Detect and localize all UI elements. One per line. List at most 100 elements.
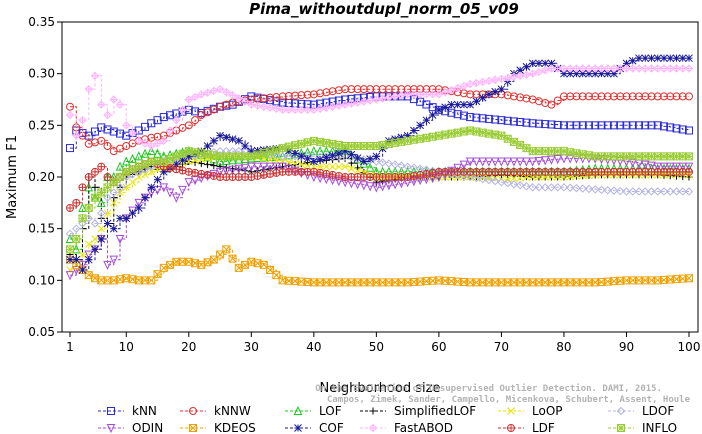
- data-point: [447, 108, 456, 117]
- data-point: [291, 159, 299, 168]
- data-point: [484, 175, 494, 185]
- data-point: [591, 69, 600, 78]
- data-point: [497, 157, 506, 167]
- y-tick-label: 0.05: [28, 325, 55, 339]
- data-point: [78, 250, 87, 259]
- data-point: [184, 178, 194, 188]
- data-point: [191, 107, 200, 116]
- data-point: [528, 69, 537, 78]
- legend-label: LoOP: [532, 404, 563, 418]
- data-point: [178, 149, 187, 158]
- legend-item-kdeos: KDEOS: [180, 421, 256, 434]
- data-point: [503, 91, 512, 100]
- data-point: [335, 162, 343, 171]
- data-point: [685, 126, 693, 135]
- data-point: [84, 84, 93, 94]
- data-point: [447, 166, 456, 176]
- data-point: [209, 169, 219, 180]
- y-tick-label: 0.30: [28, 67, 55, 81]
- data-point: [65, 110, 75, 120]
- data-point: [472, 113, 481, 122]
- data-point: [572, 183, 581, 193]
- data-point: [65, 229, 75, 239]
- data-point: [103, 125, 112, 134]
- data-point: [360, 169, 368, 177]
- data-point: [165, 188, 175, 198]
- data-point: [71, 244, 81, 254]
- data-point: [122, 131, 131, 140]
- legend-label: kNNW: [214, 404, 251, 418]
- data-point: [265, 162, 275, 172]
- data-point: [147, 133, 156, 142]
- data-point: [572, 92, 581, 101]
- data-point: [641, 92, 650, 101]
- data-point: [516, 173, 525, 182]
- data-point: [647, 161, 656, 171]
- data-point: [316, 162, 324, 171]
- data-point: [509, 92, 518, 101]
- x-tick-label: 100: [678, 340, 701, 354]
- data-point: [172, 160, 181, 168]
- legend: kNN kNNW LOF SimplifiedLOF LoOP LDOF ODIN KDEOS…: [98, 404, 677, 434]
- legend-marker: [107, 407, 115, 415]
- data-point: [65, 233, 75, 243]
- data-point: [622, 59, 631, 68]
- data-point: [341, 162, 349, 171]
- legend-item-knnw: kNNW: [180, 404, 251, 418]
- data-point: [228, 254, 237, 263]
- legend-item-odin: ODIN: [98, 421, 163, 434]
- data-point: [584, 92, 593, 101]
- data-point: [309, 157, 318, 166]
- data-point: [484, 76, 494, 86]
- data-point: [240, 163, 250, 173]
- data-point: [178, 185, 187, 196]
- y-tick-label: 0.10: [28, 273, 55, 287]
- y-tick-label: 0.15: [28, 222, 55, 236]
- data-point: [97, 208, 106, 218]
- data-point: [622, 92, 631, 101]
- data-point: [490, 157, 500, 167]
- data-point: [65, 271, 75, 281]
- x-axis-label: Neighborhood size: [320, 381, 441, 396]
- data-point: [540, 183, 550, 192]
- data-point: [253, 150, 262, 159]
- data-point: [72, 198, 81, 207]
- data-point: [672, 167, 681, 176]
- data-point: [146, 145, 156, 156]
- data-point: [284, 152, 294, 161]
- data-point: [372, 85, 381, 94]
- data-point: [172, 115, 181, 125]
- data-point: [547, 155, 556, 165]
- data-point: [366, 155, 374, 163]
- data-point: [384, 181, 394, 191]
- data-point: [66, 204, 75, 212]
- data-point: [403, 162, 412, 171]
- data-point: [478, 114, 487, 123]
- data-point: [616, 92, 625, 101]
- data-point: [622, 187, 631, 196]
- data-point: [647, 92, 656, 101]
- data-point: [115, 161, 125, 171]
- data-point: [210, 162, 218, 170]
- data-point: [190, 92, 200, 102]
- data-point: [253, 101, 262, 110]
- data-point: [609, 92, 618, 101]
- data-point: [478, 157, 487, 167]
- data-point: [134, 204, 143, 212]
- data-point: [628, 121, 637, 130]
- data-point: [309, 145, 319, 156]
- data-point: [447, 129, 456, 138]
- data-point: [553, 167, 562, 176]
- data-point: [147, 141, 156, 151]
- data-point: [72, 224, 81, 233]
- x-tick-label: 80: [556, 340, 571, 354]
- data-point: [316, 155, 324, 164]
- data-point: [204, 161, 212, 169]
- x-tick-label: 20: [181, 340, 196, 354]
- data-point: [197, 90, 206, 99]
- data-point: [159, 167, 168, 176]
- data-point: [284, 146, 293, 155]
- legend-item-cof: COF: [285, 421, 344, 434]
- data-point: [72, 131, 81, 140]
- data-point: [572, 172, 581, 181]
